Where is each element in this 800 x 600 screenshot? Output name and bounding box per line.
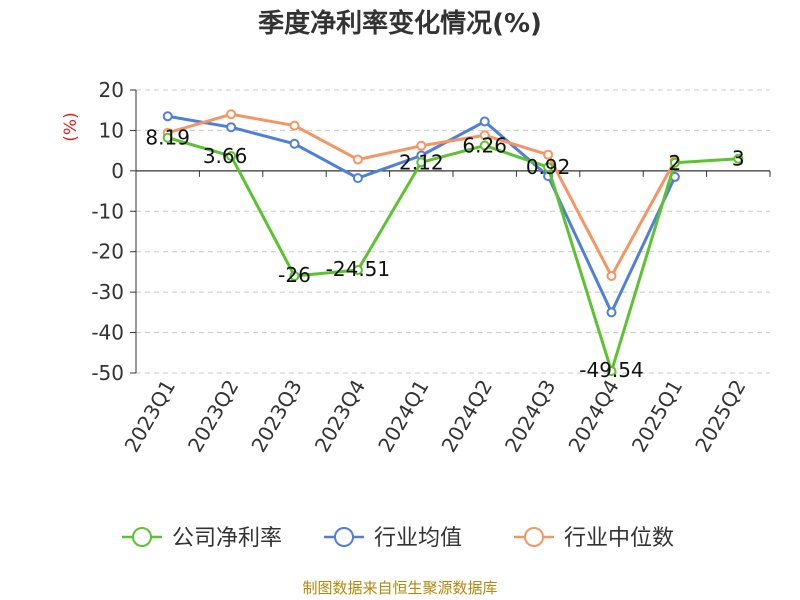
data-label: -26 xyxy=(278,263,311,287)
data-point xyxy=(606,366,617,377)
data-label: 2 xyxy=(669,151,682,175)
data-point xyxy=(543,162,554,173)
data-point xyxy=(479,130,490,141)
x-tick-label: 2025Q1 xyxy=(627,376,687,457)
x-tick-label: 2023Q4 xyxy=(310,376,370,457)
data-point xyxy=(162,132,173,143)
data-label: -49.54 xyxy=(579,358,643,382)
x-tick-label: 2024Q1 xyxy=(373,376,433,457)
data-point xyxy=(416,157,427,168)
x-tick-label: 2024Q2 xyxy=(437,376,497,457)
data-label: 0.92 xyxy=(526,155,571,179)
data-point xyxy=(162,111,173,122)
data-point xyxy=(669,157,680,168)
data-point xyxy=(352,154,363,165)
x-tick-label: 2025Q2 xyxy=(690,376,750,457)
data-point xyxy=(226,122,237,133)
data-point xyxy=(416,140,427,151)
data-point xyxy=(289,270,300,281)
legend-label: 公司净利率 xyxy=(172,526,282,551)
data-point xyxy=(479,140,490,151)
legend-marker xyxy=(524,527,544,547)
y-tick-label: 20 xyxy=(99,78,124,102)
data-point xyxy=(543,149,554,160)
data-point xyxy=(352,173,363,184)
legend-marker xyxy=(334,527,354,547)
grid-lines xyxy=(136,89,770,374)
source-note: 制图数据来自恒生聚源数据库 xyxy=(302,579,497,597)
data-point xyxy=(479,116,490,127)
y-tick-label: 10 xyxy=(99,118,124,142)
y-axis-label: (%) xyxy=(61,112,81,141)
data-point xyxy=(226,151,237,162)
series-line-2 xyxy=(167,112,677,278)
x-tick-label: 2023Q2 xyxy=(183,376,243,457)
data-label: 2.12 xyxy=(399,150,444,174)
data-point xyxy=(606,270,617,281)
legend: 公司净利率 行业均值 行业中位数 xyxy=(122,526,674,551)
series-group xyxy=(162,109,744,377)
x-tick-label: 2023Q1 xyxy=(120,376,180,457)
data-point xyxy=(733,153,744,164)
data-label: 8.19 xyxy=(145,126,190,150)
data-labels: 8.19 3.66 -26 -24.51 2.12 6.26 0.92 -49.54 2 3 xyxy=(145,126,744,382)
chart-title: 季度净利率变化情况(%) xyxy=(258,8,542,39)
data-point xyxy=(606,307,617,318)
data-label: 6.26 xyxy=(462,134,507,158)
data-label: 3.66 xyxy=(203,144,248,168)
data-point xyxy=(226,109,237,120)
y-tick-label: -30 xyxy=(91,280,124,304)
data-label: 3 xyxy=(732,147,745,171)
data-point xyxy=(289,120,300,131)
y-tick-label: 0 xyxy=(111,159,124,183)
legend-marker xyxy=(132,527,152,547)
y-tick-label: -10 xyxy=(91,199,124,223)
series-line-0 xyxy=(167,136,739,373)
x-tick-label: 2023Q3 xyxy=(246,376,306,457)
x-tick-label: 2024Q4 xyxy=(563,376,623,457)
y-tick-label: -50 xyxy=(91,361,124,385)
x-tick-label: 2024Q3 xyxy=(500,376,560,457)
y-tick-label: -40 xyxy=(91,321,124,345)
data-label: -24.51 xyxy=(326,257,390,281)
legend-label: 行业均值 xyxy=(374,526,462,551)
data-point xyxy=(352,264,363,275)
legend-label: 行业中位数 xyxy=(564,526,674,551)
y-tick-label: -20 xyxy=(91,240,124,264)
data-point xyxy=(289,138,300,149)
